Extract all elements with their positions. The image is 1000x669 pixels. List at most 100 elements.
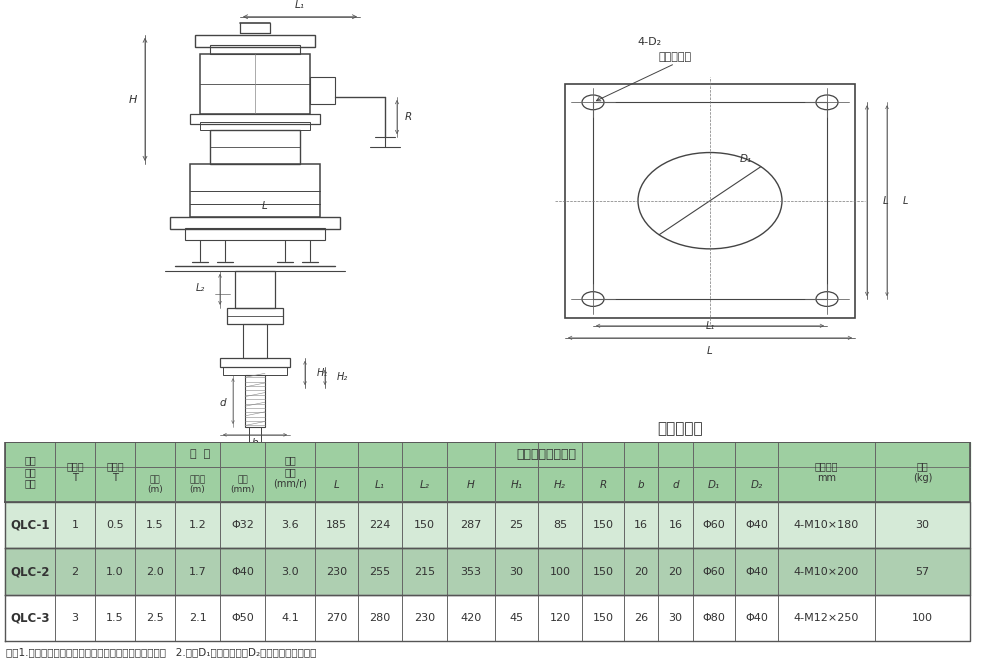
Text: 3: 3: [72, 613, 78, 623]
Bar: [315, 595, 358, 642]
Text: 2: 2: [71, 567, 79, 577]
Text: 4-M12×250: 4-M12×250: [794, 613, 859, 623]
Bar: [195, 35, 315, 47]
Bar: [95, 442, 135, 502]
Bar: [95, 595, 135, 642]
Bar: [778, 595, 875, 642]
Text: 1.5: 1.5: [106, 613, 124, 623]
Text: Φ40: Φ40: [745, 613, 768, 623]
Bar: [565, 84, 855, 318]
Bar: [185, 228, 325, 240]
Text: 4-D₂: 4-D₂: [638, 37, 662, 47]
Bar: [538, 502, 582, 549]
Text: 4-M10×180: 4-M10×180: [794, 520, 859, 530]
Text: L: L: [707, 346, 713, 356]
Bar: [235, 271, 275, 308]
Text: H₁: H₁: [511, 480, 522, 490]
Bar: [778, 502, 875, 549]
Text: 353: 353: [460, 567, 482, 577]
Text: Φ32: Φ32: [231, 520, 254, 530]
Text: R: R: [405, 112, 412, 122]
Bar: [55, 442, 95, 502]
Text: 全长
(m): 全长 (m): [147, 475, 163, 494]
Bar: [227, 308, 283, 324]
Text: H₂: H₂: [554, 480, 566, 490]
Bar: [175, 502, 220, 549]
Bar: [658, 549, 693, 595]
Text: 3.6: 3.6: [281, 520, 299, 530]
Text: 2.5: 2.5: [146, 613, 164, 623]
Text: 1.5: 1.5: [146, 520, 164, 530]
Bar: [875, 549, 970, 595]
Bar: [200, 122, 310, 130]
Bar: [447, 502, 495, 549]
Text: 20: 20: [668, 567, 683, 577]
Text: 85: 85: [553, 520, 567, 530]
Text: Φ40: Φ40: [745, 520, 768, 530]
Text: H₁: H₁: [317, 369, 328, 378]
Bar: [735, 442, 778, 502]
Text: 螺  杆: 螺 杆: [190, 450, 210, 460]
Bar: [658, 595, 693, 642]
Bar: [220, 595, 265, 642]
Bar: [170, 217, 340, 229]
Text: H: H: [467, 480, 475, 490]
Bar: [582, 442, 624, 502]
Bar: [210, 45, 300, 54]
Bar: [402, 549, 447, 595]
Text: 255: 255: [369, 567, 391, 577]
Bar: [249, 427, 261, 455]
Bar: [538, 549, 582, 595]
Text: 150: 150: [592, 613, 614, 623]
Bar: [220, 442, 265, 502]
Text: d: d: [220, 398, 226, 407]
Bar: [5, 442, 55, 502]
Text: 1.7: 1.7: [189, 567, 206, 577]
Text: L: L: [262, 201, 268, 211]
Text: L₁: L₁: [705, 321, 715, 331]
Bar: [538, 595, 582, 642]
Text: Φ50: Φ50: [231, 613, 254, 623]
Text: 185: 185: [326, 520, 347, 530]
Bar: [875, 442, 970, 502]
Bar: [875, 502, 970, 549]
Text: 420: 420: [460, 613, 482, 623]
Bar: [200, 54, 310, 114]
Bar: [495, 549, 538, 595]
Text: Φ60: Φ60: [703, 567, 725, 577]
Bar: [624, 442, 658, 502]
Bar: [693, 502, 735, 549]
Bar: [265, 595, 315, 642]
Text: 项目
型号
规格: 项目 型号 规格: [24, 455, 36, 488]
Text: 1: 1: [72, 520, 78, 530]
Text: 直径
(mm): 直径 (mm): [230, 475, 255, 494]
Bar: [582, 549, 624, 595]
Bar: [95, 549, 135, 595]
Text: 45: 45: [509, 613, 524, 623]
Text: 2.0: 2.0: [146, 567, 164, 577]
Text: L₂: L₂: [195, 283, 205, 292]
Text: QLC-3: QLC-3: [10, 611, 50, 625]
Bar: [358, 502, 402, 549]
Bar: [135, 442, 265, 467]
Text: 120: 120: [549, 613, 571, 623]
Text: Φ40: Φ40: [745, 567, 768, 577]
Text: 224: 224: [369, 520, 391, 530]
Text: D₁: D₁: [708, 480, 720, 490]
Bar: [190, 164, 320, 217]
Text: 启门力
T: 启门力 T: [66, 461, 84, 482]
Bar: [624, 502, 658, 549]
Text: L₂: L₂: [420, 480, 429, 490]
Bar: [265, 549, 315, 595]
Bar: [358, 442, 402, 502]
Bar: [582, 595, 624, 642]
Text: 16: 16: [634, 520, 648, 530]
Bar: [5, 595, 55, 642]
Bar: [735, 502, 778, 549]
Bar: [778, 549, 875, 595]
Bar: [315, 549, 358, 595]
Text: b: b: [638, 480, 644, 490]
Text: Φ60: Φ60: [703, 520, 725, 530]
Text: QLC-2: QLC-2: [10, 565, 50, 578]
Text: 100: 100: [912, 613, 933, 623]
